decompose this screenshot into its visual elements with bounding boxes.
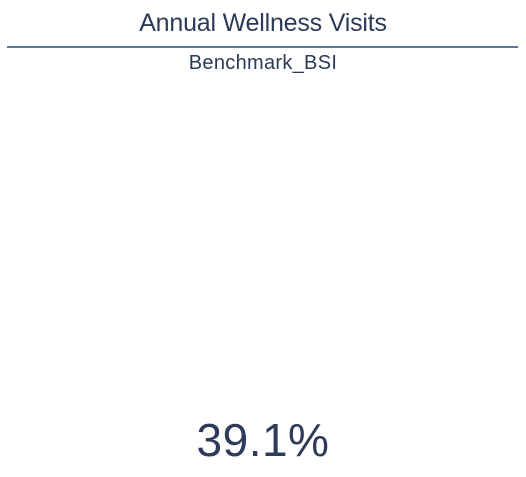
title-divider xyxy=(7,46,518,48)
card-title: Annual Wellness Visits xyxy=(139,9,387,37)
kpi-value: 39.1% xyxy=(196,414,330,466)
card-subtitle: Benchmark_BSI xyxy=(188,52,338,74)
